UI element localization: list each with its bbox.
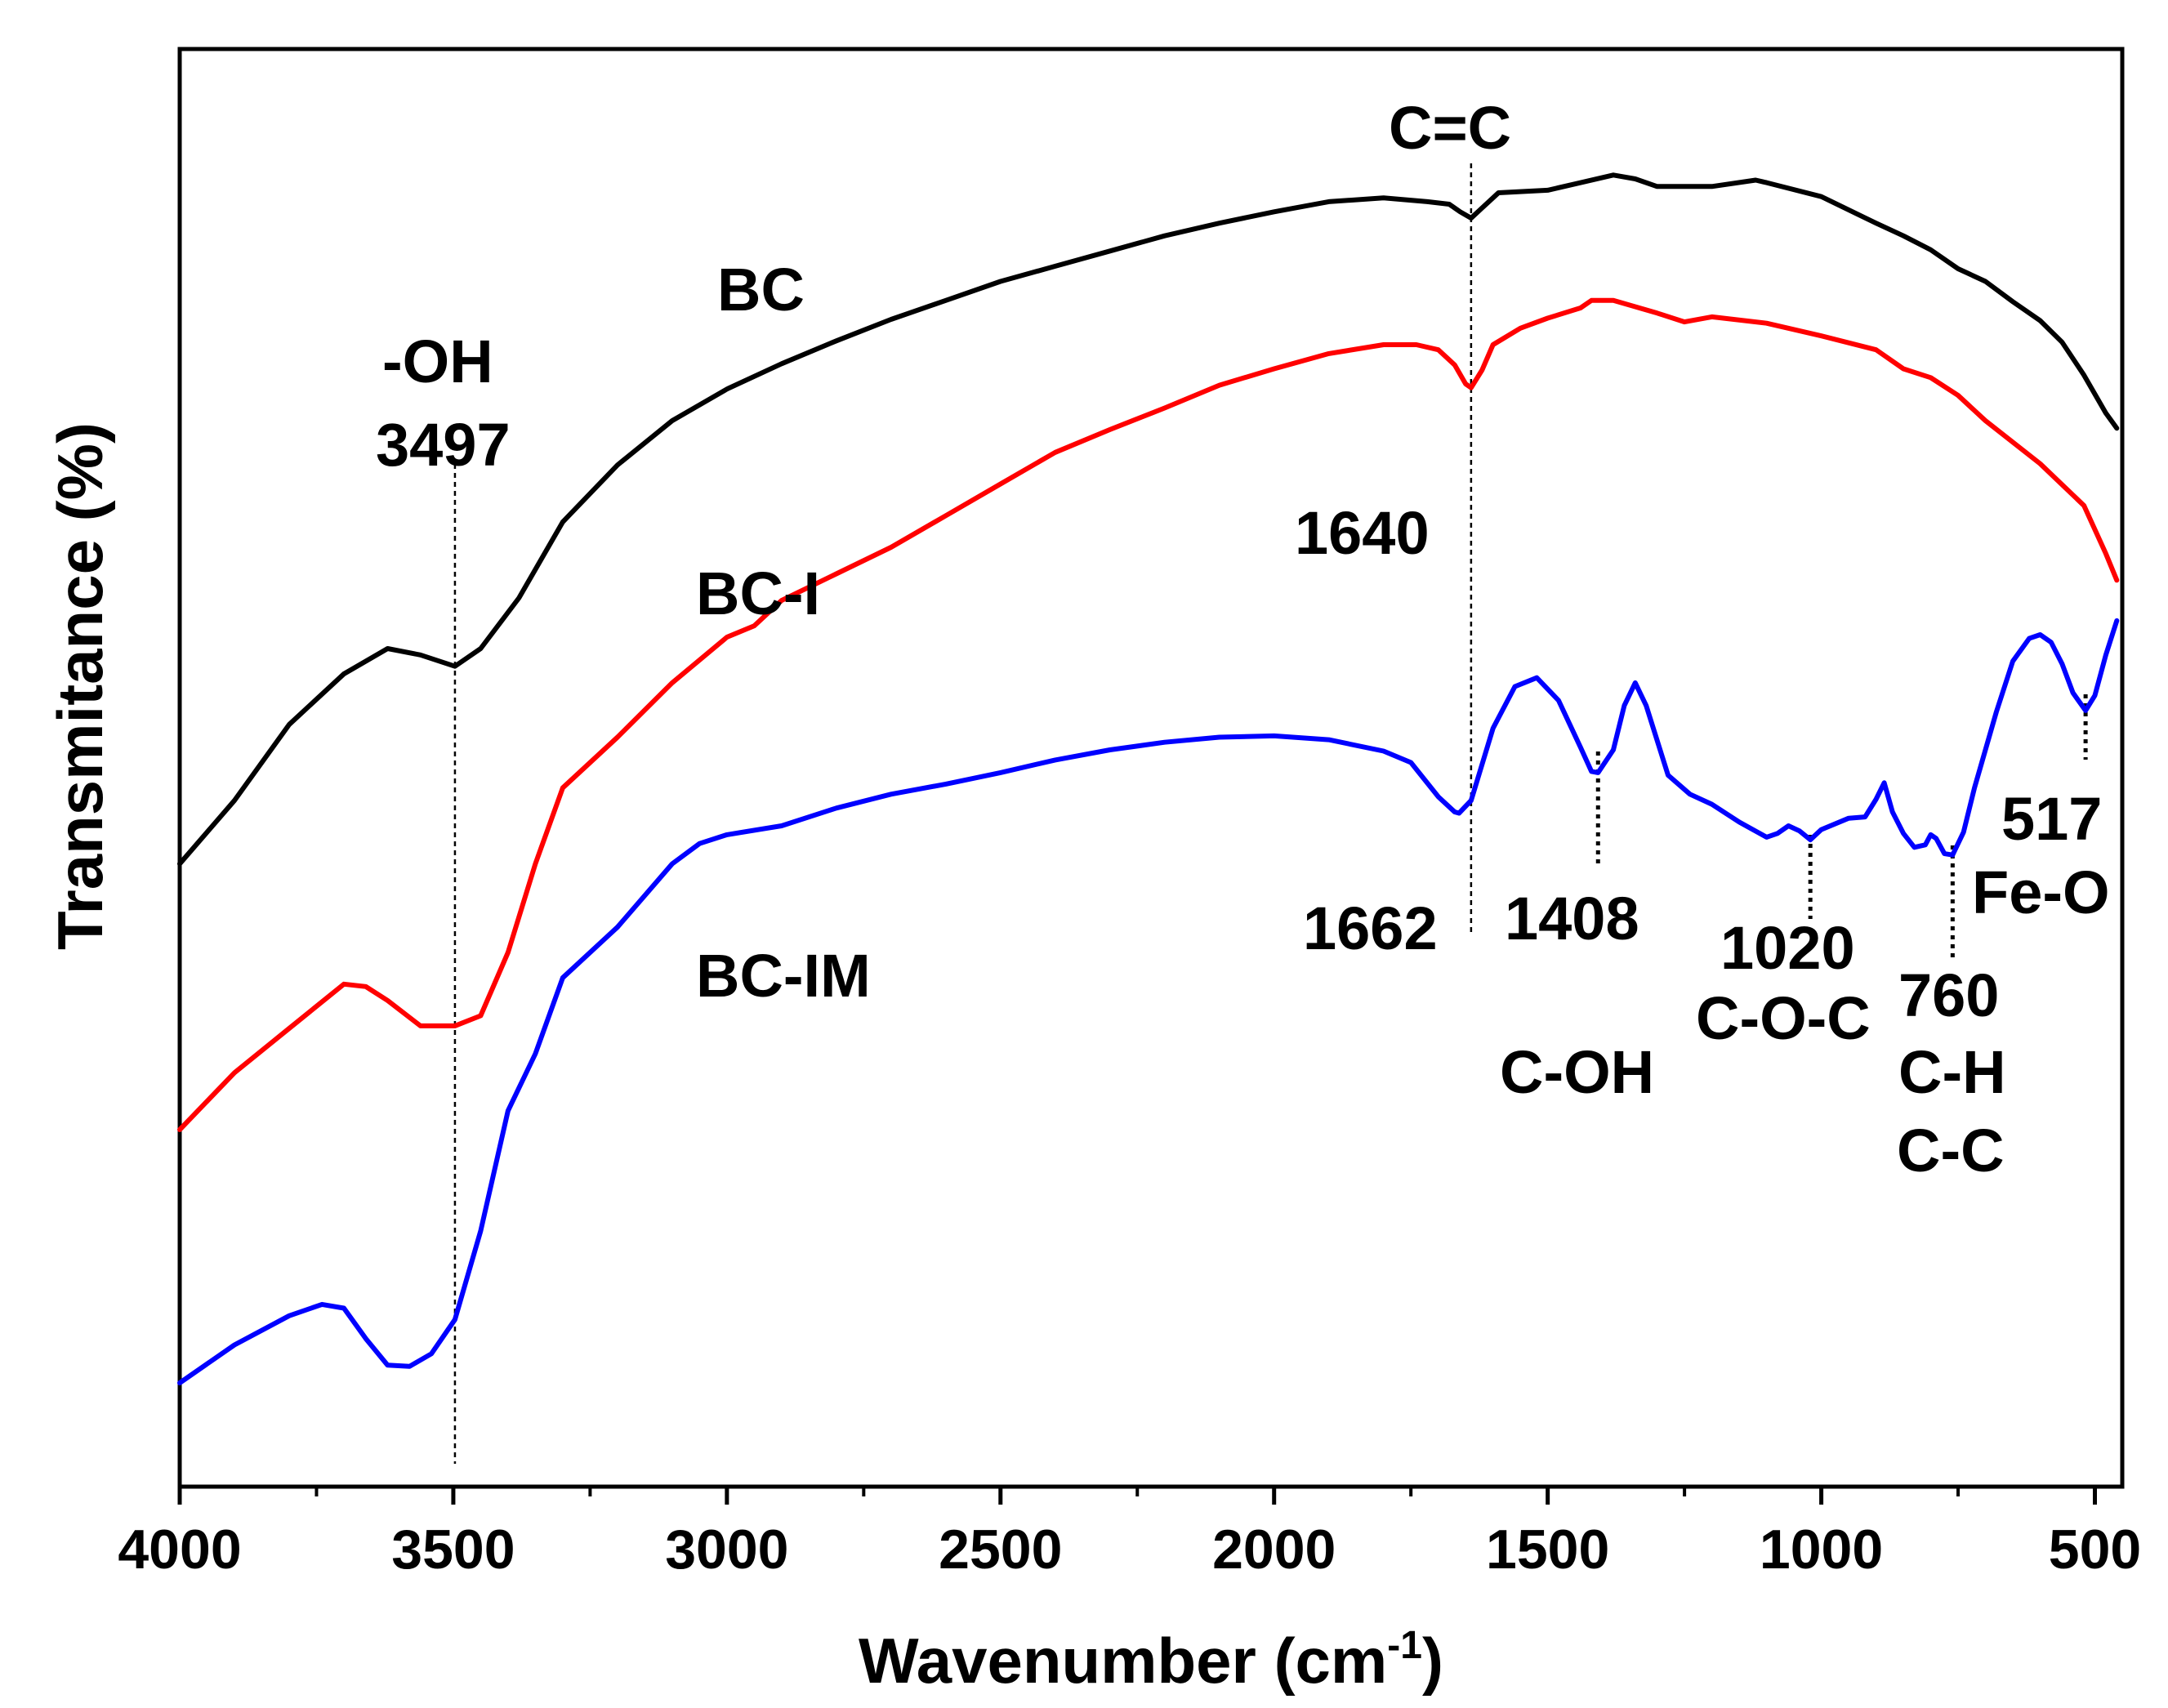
x-tick-label: 500 xyxy=(2049,1518,2141,1581)
annot-517: 517 xyxy=(2001,785,2102,853)
annot-c-oh: C-OH xyxy=(1500,1038,1654,1106)
x-axis-title: Wavenumber (cm-1) xyxy=(859,1624,1443,1697)
annot-1408: 1408 xyxy=(1505,885,1639,952)
series-label-bc-im: BC-IM xyxy=(696,942,871,1010)
annot-oh: -OH xyxy=(382,328,493,395)
series-line-bc xyxy=(177,172,2120,867)
annot-760: 760 xyxy=(1898,961,1999,1029)
annot-3497: 3497 xyxy=(376,411,511,479)
series-label-bc-i: BC-I xyxy=(696,560,820,627)
series-line-bc-i xyxy=(177,297,2120,1132)
x-axis-title-main: Wavenumber (cm xyxy=(859,1625,1387,1697)
series-line-bc-im xyxy=(177,618,2120,1385)
x-axis-ticks: 4000 3500 3000 2500 2000 1500 1000 500 xyxy=(118,1487,2141,1581)
annot-c-h: C-H xyxy=(1898,1038,2006,1106)
annot-c-c: C-C xyxy=(1897,1117,2005,1184)
plot-frame xyxy=(177,47,2125,1489)
x-tick-label: 3000 xyxy=(665,1518,788,1581)
marker-lines xyxy=(453,163,2088,1464)
x-tick-label: 1000 xyxy=(1760,1518,1883,1581)
x-tick-label: 3500 xyxy=(391,1518,515,1581)
x-tick-label: 2000 xyxy=(1212,1518,1336,1581)
x-tick-label: 2500 xyxy=(939,1518,1062,1581)
x-axis-title-sup: -1 xyxy=(1387,1624,1422,1667)
annot-fe-o: Fe-O xyxy=(1972,858,2110,926)
series-group xyxy=(177,172,2120,1385)
x-tick-label: 1500 xyxy=(1486,1518,1609,1581)
y-axis-title: Transmitance (%) xyxy=(44,422,116,950)
annot-cc: C=C xyxy=(1389,94,1511,162)
annot-1662: 1662 xyxy=(1303,894,1438,962)
annot-1640: 1640 xyxy=(1295,499,1430,567)
x-axis-title-close: ) xyxy=(1422,1625,1443,1697)
annot-c-o-c: C-O-C xyxy=(1696,984,1871,1052)
annot-1020: 1020 xyxy=(1720,914,1855,982)
series-label-bc: BC xyxy=(717,256,805,323)
x-tick-label: 4000 xyxy=(118,1518,241,1581)
